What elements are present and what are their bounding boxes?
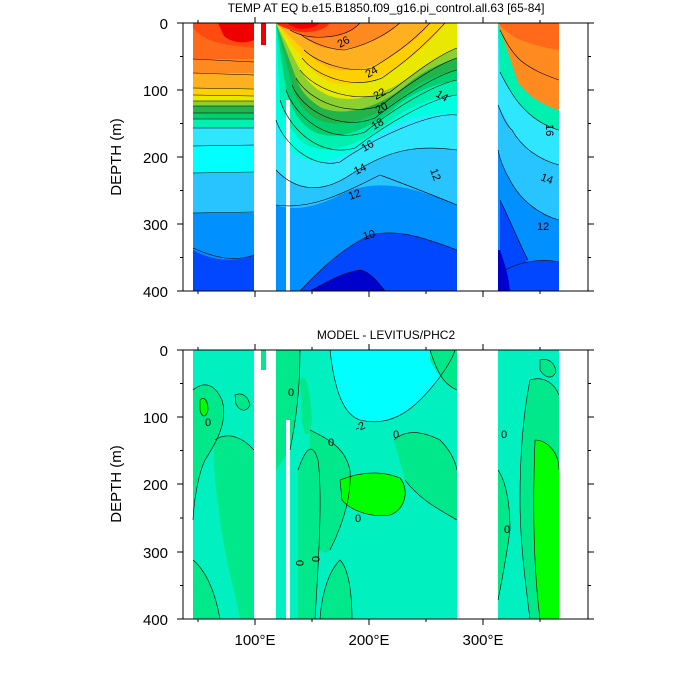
contour-label: 14 <box>434 88 451 105</box>
atlantic-basin-diff <box>498 350 559 619</box>
difference-y-axis-label: DEPTH (m) <box>108 445 125 523</box>
contour-label: 24 <box>364 64 381 81</box>
difference-panel-title: MODEL - LEVITUS/PHC2 <box>317 328 456 342</box>
difference-ticks <box>177 344 594 625</box>
contour-label: 0 <box>393 429 399 441</box>
y-tick-label: 400 <box>143 284 168 301</box>
y-tick-label: 100 <box>143 410 168 427</box>
atlantic-basin-temp <box>498 23 559 291</box>
west-basin-diff <box>193 350 254 619</box>
temperature-field: 26 24 22 20 18 16 14 12 10 14 16 14 12 1… <box>183 23 588 291</box>
land-mask <box>183 23 588 291</box>
temperature-ticks <box>177 17 594 297</box>
y-tick-label: 200 <box>143 477 168 494</box>
x-tick-label: 100°E <box>234 632 275 649</box>
contour-label: 14 <box>352 162 368 178</box>
difference-contour-labels: 0 0 0 -2 0 0 0 0 0 0 <box>205 387 510 566</box>
y-tick-label: 0 <box>160 343 168 360</box>
y-tick-label: 0 <box>160 16 168 33</box>
contour-label: 12 <box>347 187 363 202</box>
contour-label: 0 <box>205 417 211 429</box>
y-tick-label: 200 <box>143 150 168 167</box>
contour-label: 0 <box>293 560 305 566</box>
contour-label: 0 <box>501 429 507 441</box>
contour-label: 26 <box>336 34 353 51</box>
contour-label: 18 <box>370 116 387 133</box>
temperature-panel-title: TEMP AT EQ b.e15.B1850.f09_g16.pi_contro… <box>228 1 545 15</box>
island-strip <box>286 420 290 619</box>
temperature-contour-labels: 26 24 22 20 18 16 14 12 10 14 16 14 12 1… <box>336 34 556 243</box>
contour-label: 0 <box>504 524 510 536</box>
temperature-y-axis-label: DEPTH (m) <box>108 118 125 196</box>
temperature-contours <box>192 23 560 291</box>
contour-label: 16 <box>543 124 555 136</box>
difference-x-tick-labels: 100°E 200°E 300°E <box>234 632 503 649</box>
pacific-basin-temp <box>276 23 457 291</box>
y-tick-label: 100 <box>143 83 168 100</box>
difference-y-tick-labels: 0 100 200 300 400 <box>143 343 168 629</box>
island-strip <box>286 100 290 291</box>
pacific-basin-diff <box>276 350 457 619</box>
contour-label: 0 <box>288 387 294 399</box>
contour-label: 22 <box>372 86 389 103</box>
difference-contours <box>192 350 560 619</box>
contour-label: 20 <box>374 100 391 117</box>
difference-panel: MODEL - LEVITUS/PHC2 <box>108 328 594 649</box>
x-tick-label: 200°E <box>348 632 389 649</box>
x-tick-label: 300°E <box>462 632 503 649</box>
difference-field: 0 0 0 -2 0 0 0 0 0 0 <box>183 350 588 619</box>
contour-label: 10 <box>362 228 377 243</box>
west-basin-temp <box>193 23 254 291</box>
y-tick-label: 300 <box>143 545 168 562</box>
contour-label: 12 <box>427 167 442 183</box>
contour-label: 0 <box>328 437 334 449</box>
contour-label: 0 <box>355 513 361 525</box>
y-tick-label: 300 <box>143 217 168 234</box>
contour-label: -2 <box>353 420 367 435</box>
land-mask <box>183 350 588 619</box>
contour-label: 14 <box>539 172 555 187</box>
temperature-panel: TEMP AT EQ b.e15.B1850.f09_g16.pi_contro… <box>108 1 594 301</box>
temperature-y-tick-labels: 0 100 200 300 400 <box>143 16 168 301</box>
contour-label: 16 <box>360 138 377 155</box>
contour-label: 0 <box>309 556 321 562</box>
contour-label: 12 <box>537 221 549 233</box>
y-tick-label: 400 <box>143 612 168 629</box>
